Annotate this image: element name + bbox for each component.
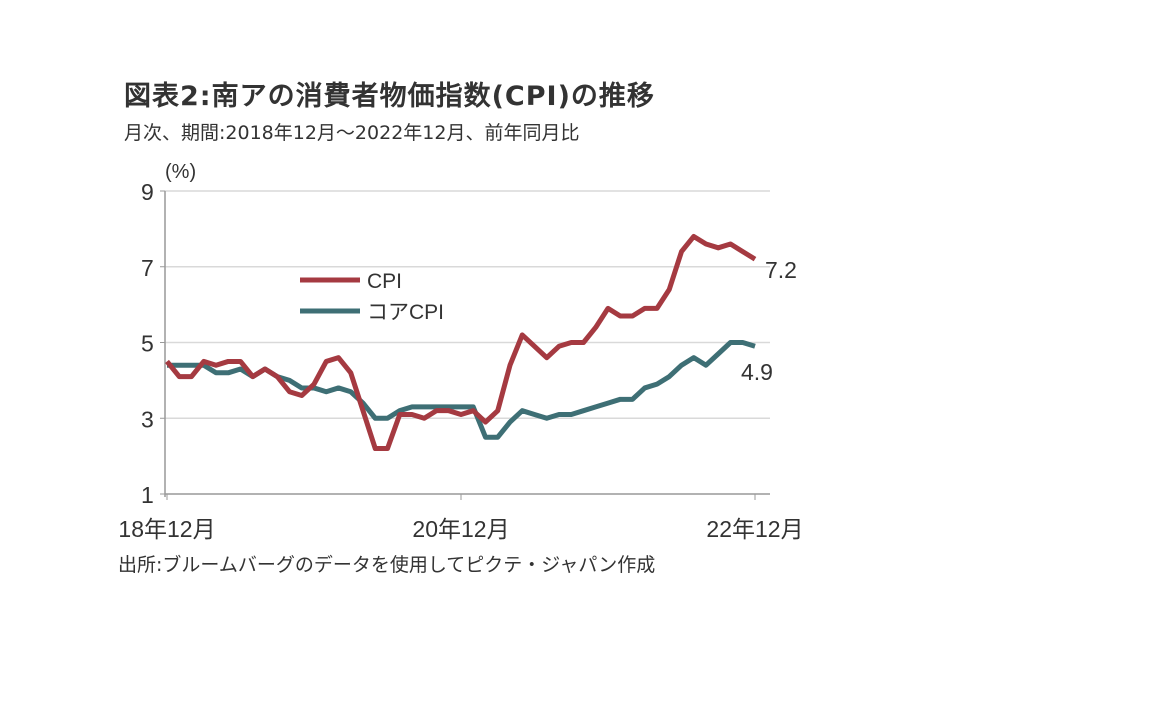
- y-tick-label: 3: [141, 406, 154, 432]
- y-tick-label: 7: [141, 255, 154, 281]
- series-line-core-cpi: [167, 340, 756, 440]
- core-cpi-end-label: 4.9: [741, 359, 773, 385]
- x-tick-label: 20年12月: [412, 516, 509, 542]
- y-tick-label: 5: [141, 331, 154, 357]
- x-tick-label: 18年12月: [118, 516, 215, 542]
- source-note: 出所:ブルームバーグのデータを使用してピクテ・ジャパン作成: [118, 554, 656, 576]
- legend-label-core-cpi: コアCPI: [367, 301, 444, 324]
- series-line-cpi: [165, 233, 757, 452]
- y-tick-label: 1: [141, 482, 154, 508]
- chart-title: 図表2:南アの消費者物価指数(CPI)の推移: [124, 81, 655, 112]
- x-tick-label: 22年12月: [706, 516, 803, 542]
- chart-subtitle: 月次、期間:2018年12月～2022年12月、前年同月比: [124, 122, 580, 144]
- legend-label-cpi: CPI: [367, 270, 402, 293]
- y-tick-label: 9: [141, 179, 154, 205]
- legend: CPI コアCPI: [300, 270, 444, 324]
- cpi-end-label: 7.2: [765, 257, 797, 283]
- y-axis-unit: (%): [165, 161, 196, 183]
